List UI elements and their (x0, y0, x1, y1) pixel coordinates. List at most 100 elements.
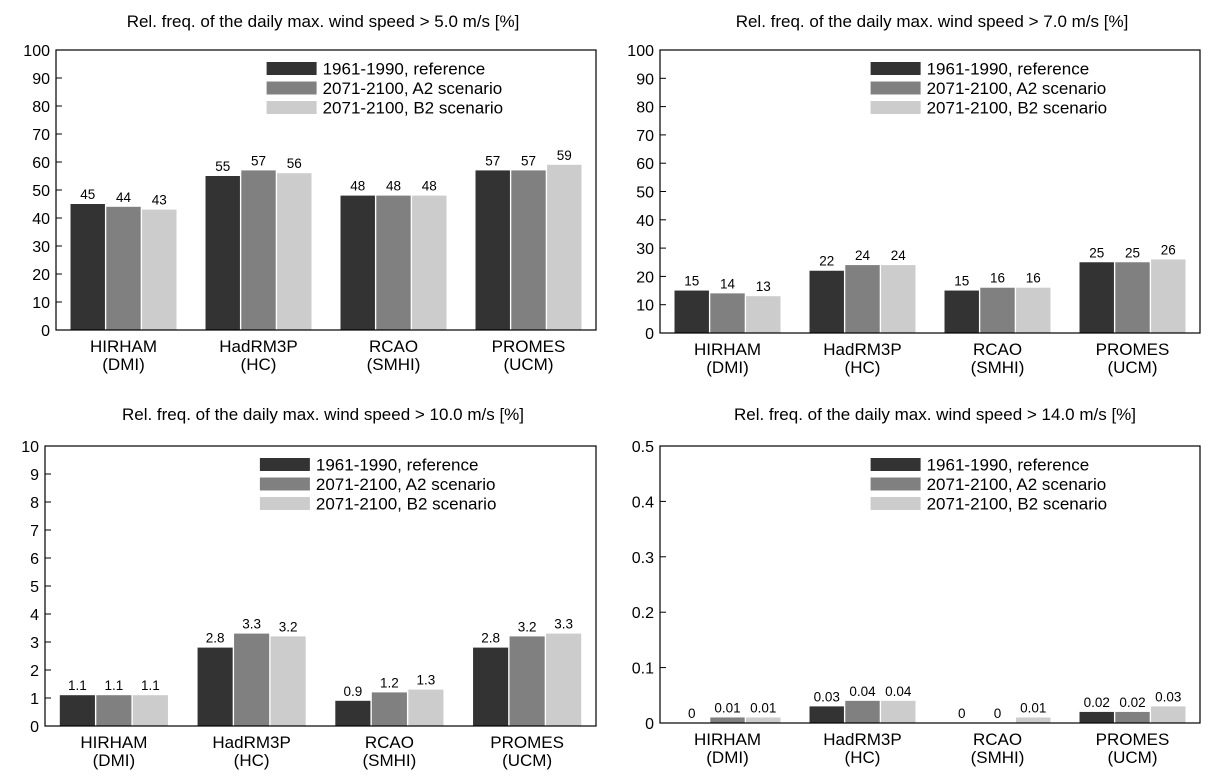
legend-swatch-1 (870, 458, 921, 471)
data-label: 0.03 (814, 689, 840, 704)
x-category-label: HadRM3P (219, 337, 297, 356)
data-label: 2.8 (481, 631, 500, 646)
y-tick-label: 70 (636, 128, 654, 145)
y-tick-label: 0.1 (632, 661, 654, 678)
bar-2 (241, 170, 276, 330)
y-tick-label: 4 (30, 607, 39, 624)
x-category-sublabel: (DMI) (102, 355, 144, 374)
x-category-sublabel: (HC) (845, 748, 881, 767)
bar-3 (881, 700, 916, 723)
bar-3 (746, 717, 781, 723)
data-label: 0 (958, 706, 966, 721)
x-category-label: HIRHAM (694, 730, 761, 749)
x-category-sublabel: (SMHI) (971, 748, 1025, 767)
data-label: 1.1 (68, 678, 87, 693)
y-tick-label: 10 (32, 295, 50, 312)
legend-label: 1961-1990, reference (927, 60, 1090, 79)
y-tick-label: 80 (32, 99, 50, 116)
x-category-sublabel: (UCM) (502, 751, 552, 770)
bar-3 (132, 695, 168, 726)
data-label: 3.2 (279, 619, 298, 634)
data-label: 3.2 (518, 619, 537, 634)
y-tick-label: 2 (30, 663, 39, 680)
bar-3 (270, 636, 306, 726)
legend-swatch-1 (259, 458, 310, 471)
data-label: 45 (80, 187, 95, 202)
data-label: 48 (350, 179, 365, 194)
data-label: 0.04 (849, 684, 876, 699)
bar-3 (547, 164, 582, 330)
plot-frame (44, 445, 597, 727)
x-category-label: HIRHAM (694, 340, 761, 359)
legend-label: 1961-1990, reference (316, 456, 479, 475)
x-category-sublabel: (UCM) (503, 355, 553, 374)
plot-frame (659, 49, 1201, 334)
bar-2 (509, 636, 545, 726)
legend-label: 1961-1990, reference (927, 456, 1090, 475)
y-tick-label: 0.2 (632, 605, 654, 622)
bar-3 (277, 173, 312, 330)
x-category-label: PROMES (492, 337, 566, 356)
bar-2 (710, 293, 745, 333)
x-category-label: RCAO (365, 733, 414, 752)
bar-3 (881, 265, 916, 333)
y-tick-label: 30 (636, 241, 654, 258)
legend-label: 2071-2100, A2 scenario (316, 475, 496, 494)
chart-panel-1: Rel. freq. of the daily max. wind speed … (23, 12, 597, 374)
x-category-label: HIRHAM (80, 733, 147, 752)
y-tick-label: 50 (636, 185, 654, 202)
y-tick-label: 8 (30, 495, 39, 512)
bar-2 (234, 633, 270, 726)
bar-2 (845, 700, 880, 723)
chart-title: Rel. freq. of the daily max. wind speed … (122, 405, 524, 424)
data-label: 48 (422, 179, 437, 194)
legend-swatch-2 (870, 81, 921, 95)
plot-frame (659, 445, 1201, 724)
x-category-label: PROMES (490, 733, 564, 752)
bar-2 (106, 206, 141, 330)
x-category-sublabel: (DMI) (706, 748, 748, 767)
data-label: 0.01 (1020, 700, 1046, 715)
data-label: 24 (891, 248, 907, 263)
bar-3 (408, 689, 444, 726)
data-label: 24 (855, 248, 871, 263)
bar-2 (980, 287, 1015, 333)
legend-swatch-2 (870, 477, 921, 491)
y-tick-label: 20 (636, 269, 654, 286)
x-category-sublabel: (UCM) (1107, 358, 1157, 377)
data-label: 16 (990, 271, 1005, 286)
bar-3 (746, 296, 781, 333)
data-label: 0.01 (714, 700, 740, 715)
y-tick-label: 0.3 (632, 550, 654, 567)
x-category-label: RCAO (973, 340, 1022, 359)
legend-swatch-3 (870, 101, 921, 114)
bar-3 (1016, 287, 1051, 333)
y-tick-label: 50 (32, 183, 50, 200)
legend-swatch-3 (266, 101, 317, 114)
y-tick-label: 6 (30, 551, 39, 568)
data-label: 22 (819, 254, 834, 269)
data-label: 59 (557, 148, 572, 163)
legend-label: 2071-2100, B2 scenario (927, 495, 1108, 514)
bar-3 (1151, 706, 1186, 723)
bar-2 (376, 195, 411, 330)
y-tick-label: 0 (41, 323, 50, 340)
data-label: 3.3 (242, 617, 261, 632)
data-label: 0.9 (343, 684, 362, 699)
y-tick-label: 60 (32, 155, 50, 172)
bar-2 (96, 695, 132, 726)
bar-1 (59, 695, 95, 726)
bar-1 (335, 700, 371, 726)
x-category-sublabel: (DMI) (706, 358, 748, 377)
x-category-label: RCAO (973, 730, 1022, 749)
y-tick-label: 7 (30, 523, 39, 540)
legend-label: 2071-2100, B2 scenario (323, 99, 504, 118)
x-category-sublabel: (UCM) (1107, 748, 1157, 767)
legend-label: 2071-2100, A2 scenario (927, 475, 1107, 494)
y-tick-label: 0 (645, 716, 654, 733)
bar-1 (809, 270, 844, 333)
y-tick-label: 9 (30, 467, 39, 484)
y-tick-label: 0.4 (632, 494, 654, 511)
